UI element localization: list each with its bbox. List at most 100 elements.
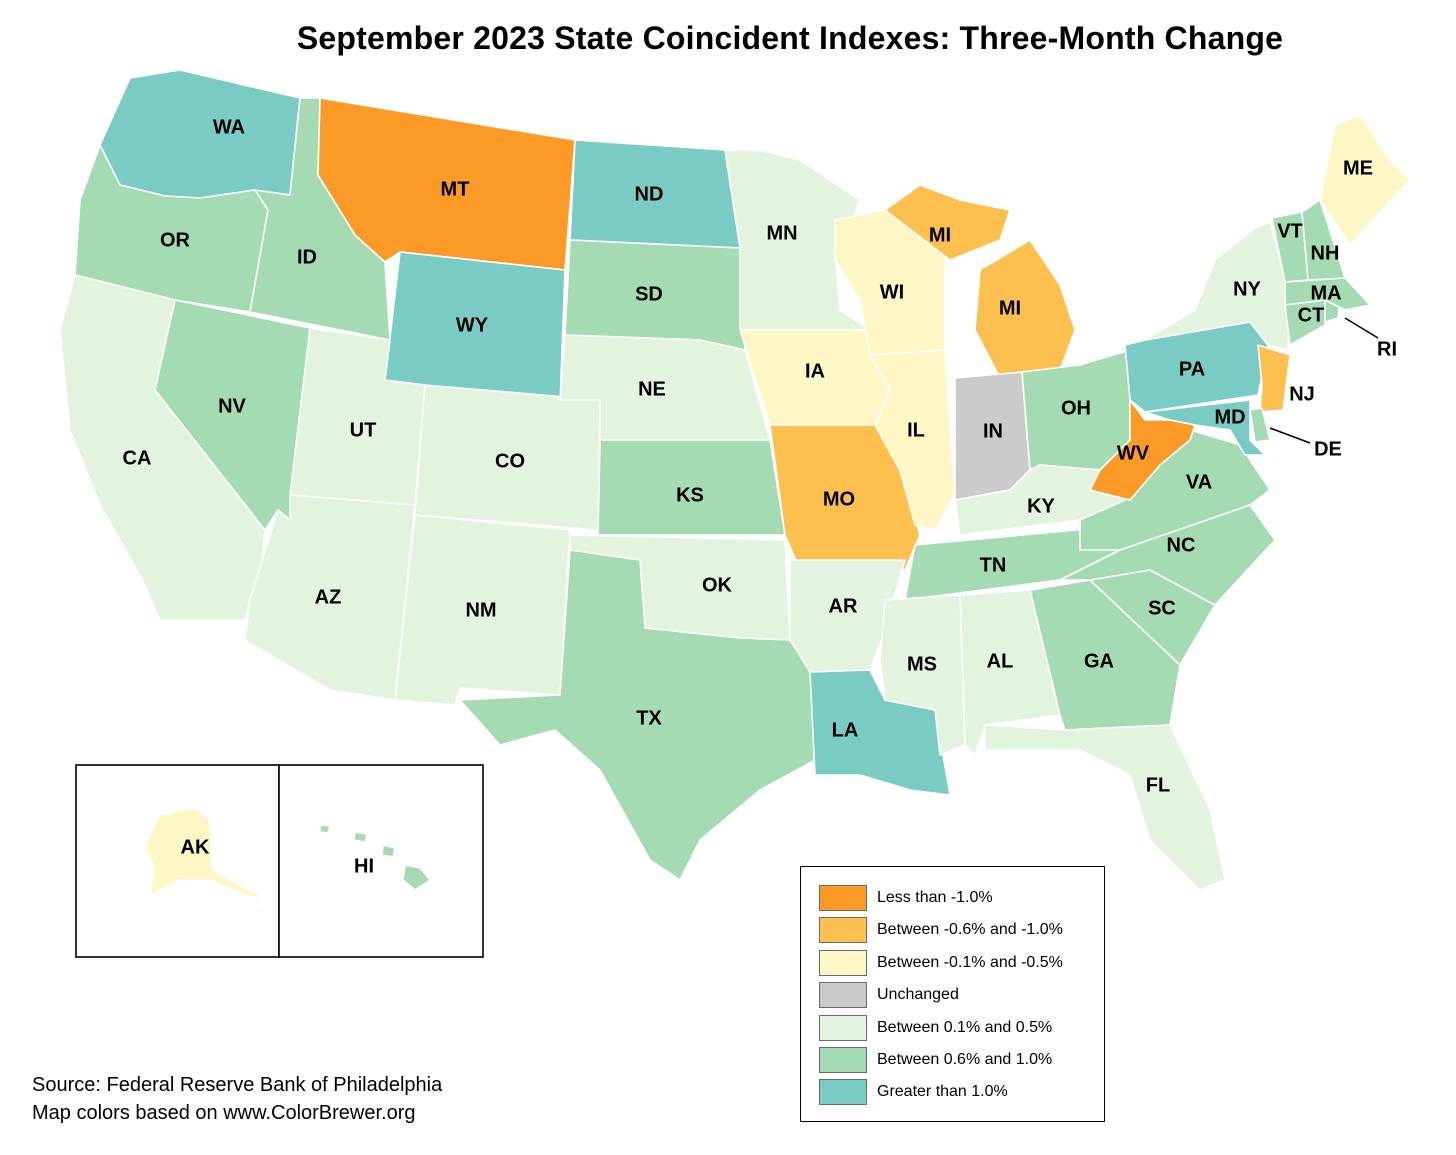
state-label-FL: FL (1146, 774, 1170, 796)
inset-hawaii-frame (278, 764, 484, 958)
state-AK (144, 807, 269, 901)
legend-swatch (819, 949, 867, 976)
legend-swatch (819, 1079, 867, 1106)
legend-label: Between 0.6% and 1.0% (877, 1051, 1053, 1068)
state-NH (1301, 199, 1346, 281)
state-label-NV: NV (218, 395, 246, 417)
legend-label: Between 0.1% and 0.5% (877, 1018, 1053, 1036)
state-MD (1144, 399, 1266, 456)
state-labels: WA OR CA ID NV MT WY UT AZ CO NM ND SD NE KS OK TX MN IA MO… (123, 116, 1397, 877)
state-HI-big (402, 864, 431, 891)
state-WA (99, 69, 301, 199)
state-IL (869, 349, 956, 531)
leader-DE (1269, 427, 1311, 444)
state-label-ID: ID (297, 246, 317, 268)
state-label-TN: TN (980, 554, 1007, 576)
state-LA (809, 669, 951, 796)
state-label-SC: SC (1148, 597, 1176, 619)
leader-RI (1344, 317, 1379, 339)
legend-label: Greater than 1.0% (877, 1083, 1008, 1101)
inset-maps (75, 764, 484, 958)
state-label-WA: WA (213, 116, 245, 138)
label-leader-lines (1269, 317, 1379, 444)
state-label-NJ: NJ (1289, 383, 1315, 405)
state-label-DE: DE (1314, 438, 1342, 460)
state-label-MT: MT (441, 178, 470, 200)
state-TX (459, 549, 816, 881)
legend-swatch (819, 885, 867, 911)
state-label-IA: IA (805, 360, 825, 382)
state-ME (1319, 114, 1411, 246)
state-label-MI: MI (999, 297, 1021, 319)
states-layer (59, 69, 1411, 891)
legend-swatch (819, 982, 867, 1009)
state-HI-maui (381, 844, 396, 858)
state-label-WI: WI (880, 281, 904, 303)
state-NJ (1257, 344, 1291, 413)
state-label-AL: AL (987, 650, 1014, 672)
state-label-NC: NC (1167, 534, 1196, 556)
state-label-OH: OH (1061, 397, 1091, 419)
state-FL (984, 724, 1226, 891)
state-label-MS: MS (907, 653, 937, 675)
state-label-TX: TX (636, 707, 662, 729)
state-label-CO: CO (495, 450, 525, 472)
state-label-VT: VT (1277, 220, 1303, 242)
source-note: Source: Federal Reserve Bank of Philadel… (32, 1071, 442, 1127)
state-label-ND: ND (635, 183, 664, 205)
state-label-MD: MD (1214, 406, 1245, 428)
state-label-AR: AR (829, 595, 858, 617)
state-label-MA: MA (1310, 282, 1341, 304)
state-label-CT: CT (1298, 304, 1325, 326)
legend-swatch (819, 917, 867, 944)
state-label-WY: WY (456, 314, 489, 336)
state-label-GA: GA (1084, 650, 1114, 672)
state-label-MI-upper: MI (929, 224, 951, 246)
legend-swatch (819, 1047, 867, 1073)
state-label-AK: AK (181, 836, 210, 858)
state-label-OK: OK (702, 574, 733, 596)
state-label-IN: IN (983, 420, 1003, 442)
legend-item-p06_p10: Between 0.6% and 1.0% (819, 1047, 1052, 1073)
state-label-CA: CA (123, 447, 152, 469)
state-label-MO: MO (823, 488, 855, 510)
state-label-OR: OR (160, 229, 191, 251)
legend: Less than -1.0% Between -0.6% and -1.0% Be… (800, 866, 1105, 1122)
state-label-UT: UT (350, 419, 377, 441)
state-label-NE: NE (638, 378, 666, 400)
legend-item-gt1: Greater than 1.0% (819, 1079, 1008, 1106)
map-title: September 2023 State Coincident Indexes:… (296, 20, 1284, 56)
state-label-WV: WV (1117, 442, 1150, 464)
source-line-1: Source: Federal Reserve Bank of Philadel… (32, 1074, 443, 1096)
state-label-HI: HI (354, 855, 374, 877)
state-label-AZ: AZ (315, 586, 342, 608)
state-label-SD: SD (635, 283, 663, 305)
legend-label: Unchanged (877, 986, 959, 1004)
state-HI-kauai (319, 824, 331, 834)
state-label-LA: LA (832, 719, 859, 741)
legend-item-neg06_neg10: Between -0.6% and -1.0% (819, 917, 1063, 944)
state-NM (394, 514, 571, 706)
state-label-MN: MN (766, 222, 797, 244)
source-line-2: Map colors based on www.ColorBrewer.org (32, 1102, 416, 1124)
state-MI-upper (884, 184, 1011, 261)
legend-label: Between -0.6% and -1.0% (877, 921, 1063, 939)
legend-swatch (819, 1014, 867, 1041)
state-label-KS: KS (676, 484, 704, 506)
legend-item-lt_neg1: Less than -1.0% (819, 885, 993, 911)
state-label-PA: PA (1179, 358, 1205, 380)
legend-item-neg01_neg05: Between -0.1% and -0.5% (819, 949, 1063, 976)
state-MI-lower (974, 239, 1076, 379)
state-label-NY: NY (1233, 278, 1261, 300)
state-label-KY: KY (1027, 495, 1055, 517)
legend-item-p01_p05: Between 0.1% and 0.5% (819, 1014, 1053, 1041)
legend-label: Between -0.1% and -0.5% (877, 953, 1063, 971)
legend-label: Less than -1.0% (877, 889, 993, 906)
state-HI-oahu (353, 831, 368, 843)
state-label-NH: NH (1311, 242, 1340, 264)
state-label-RI: RI (1377, 338, 1397, 360)
state-label-ME: ME (1343, 157, 1373, 179)
state-label-VA: VA (1186, 471, 1212, 493)
state-label-IL: IL (907, 419, 925, 441)
